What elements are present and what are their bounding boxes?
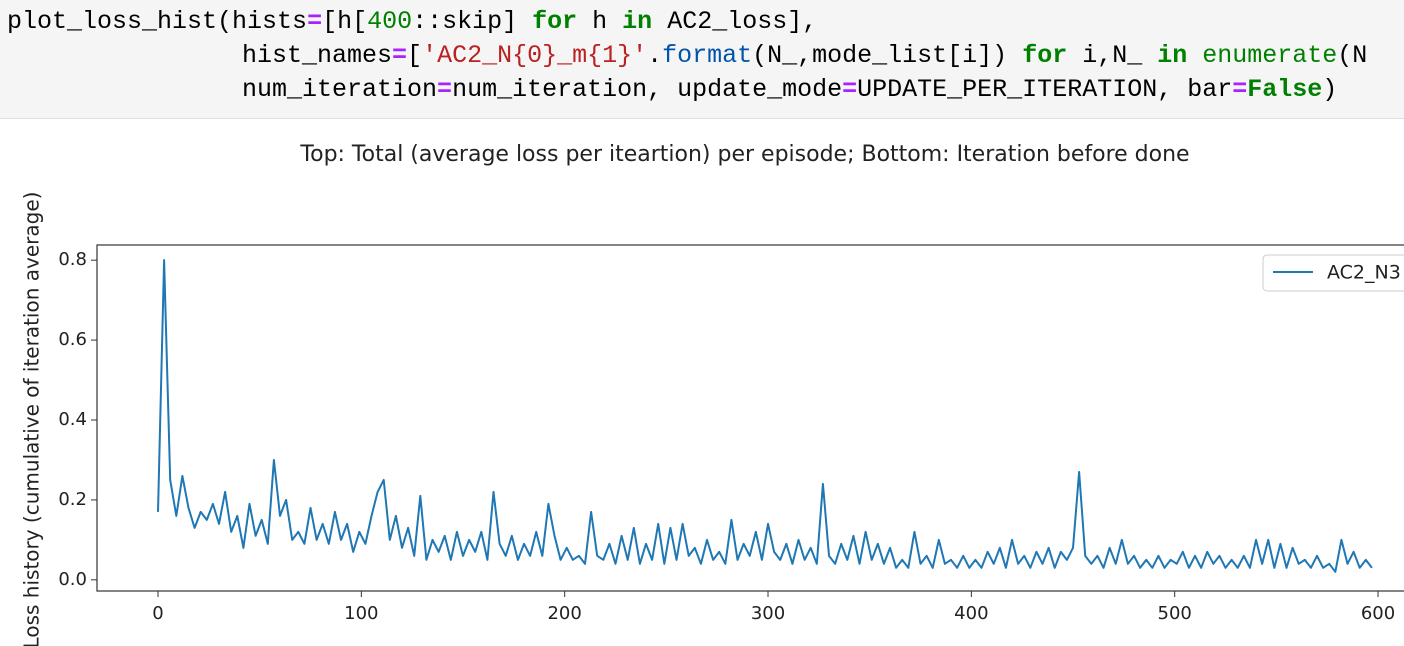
y-tick-label: 0.2 <box>58 489 87 510</box>
chart-title: Top: Total (average loss per iteartion) … <box>299 142 1189 167</box>
x-tick-label: 100 <box>344 603 378 624</box>
code-token: [h[ <box>322 7 368 36</box>
code-token: ::skip] <box>412 7 533 36</box>
code-token: = <box>392 41 408 70</box>
y-tick-label: 0.4 <box>58 409 87 430</box>
code-token <box>1187 41 1202 70</box>
code-token: in <box>622 7 653 36</box>
x-tick-label: 400 <box>954 603 988 624</box>
code-token: False <box>1247 75 1323 104</box>
code-token: num_iteration, update_mode <box>452 75 843 104</box>
legend-label: AC2_N3 <box>1327 262 1401 284</box>
code-token: plot_loss_hist(hists <box>7 7 308 36</box>
code-token: h <box>577 7 623 36</box>
code-token: [ <box>407 41 423 70</box>
code-token: format <box>662 41 753 70</box>
x-tick-label: 0 <box>152 603 163 624</box>
series-line <box>157 259 1373 573</box>
code-token: = <box>307 7 323 36</box>
code-token: in <box>1157 41 1188 70</box>
axes-frame <box>96 244 1404 592</box>
legend-box <box>1262 254 1404 292</box>
code-token: for <box>532 7 578 36</box>
code-token: i,N_ <box>1067 41 1158 70</box>
x-tick-label: 200 <box>547 603 581 624</box>
y-tick-label: 0.6 <box>58 329 87 350</box>
code-cell[interactable]: plot_loss_hist(hists=[h[400::skip] for h… <box>0 0 1404 119</box>
code-token: = <box>842 75 858 104</box>
code-line: num_iteration=num_iteration, update_mode… <box>242 73 1337 107</box>
code-token: = <box>1232 75 1248 104</box>
code-line: hist_names=['AC2_N{0}_m{1}'.format(N_,mo… <box>242 39 1367 73</box>
code-token: (N <box>1337 41 1368 70</box>
code-token: enumerate <box>1202 41 1338 70</box>
code-token: UPDATE_PER_ITERATION, bar <box>857 75 1233 104</box>
y-tick-label: 0.0 <box>58 569 87 590</box>
code-token: hist_names <box>242 41 393 70</box>
x-tick-label: 300 <box>751 603 785 624</box>
x-tick-label: 600 <box>1361 603 1395 624</box>
code-token: for <box>1022 41 1068 70</box>
code-token: 'AC2_N{0}_m{1}' <box>422 41 648 70</box>
code-token: = <box>437 75 453 104</box>
y-tick-label: 0.8 <box>58 249 87 270</box>
y-axis-label: Loss history (cumulative of iteration av… <box>20 192 44 646</box>
code-token: (N_,mode_list[i]) <box>752 41 1023 70</box>
code-token: ) <box>1322 75 1338 104</box>
code-token: 400 <box>367 7 413 36</box>
code-token: num_iteration <box>242 75 438 104</box>
code-token: . <box>647 41 663 70</box>
x-tick-label: 500 <box>1158 603 1192 624</box>
code-token: AC2_loss], <box>652 7 818 36</box>
code-line: plot_loss_hist(hists=[h[400::skip] for h… <box>7 5 817 39</box>
